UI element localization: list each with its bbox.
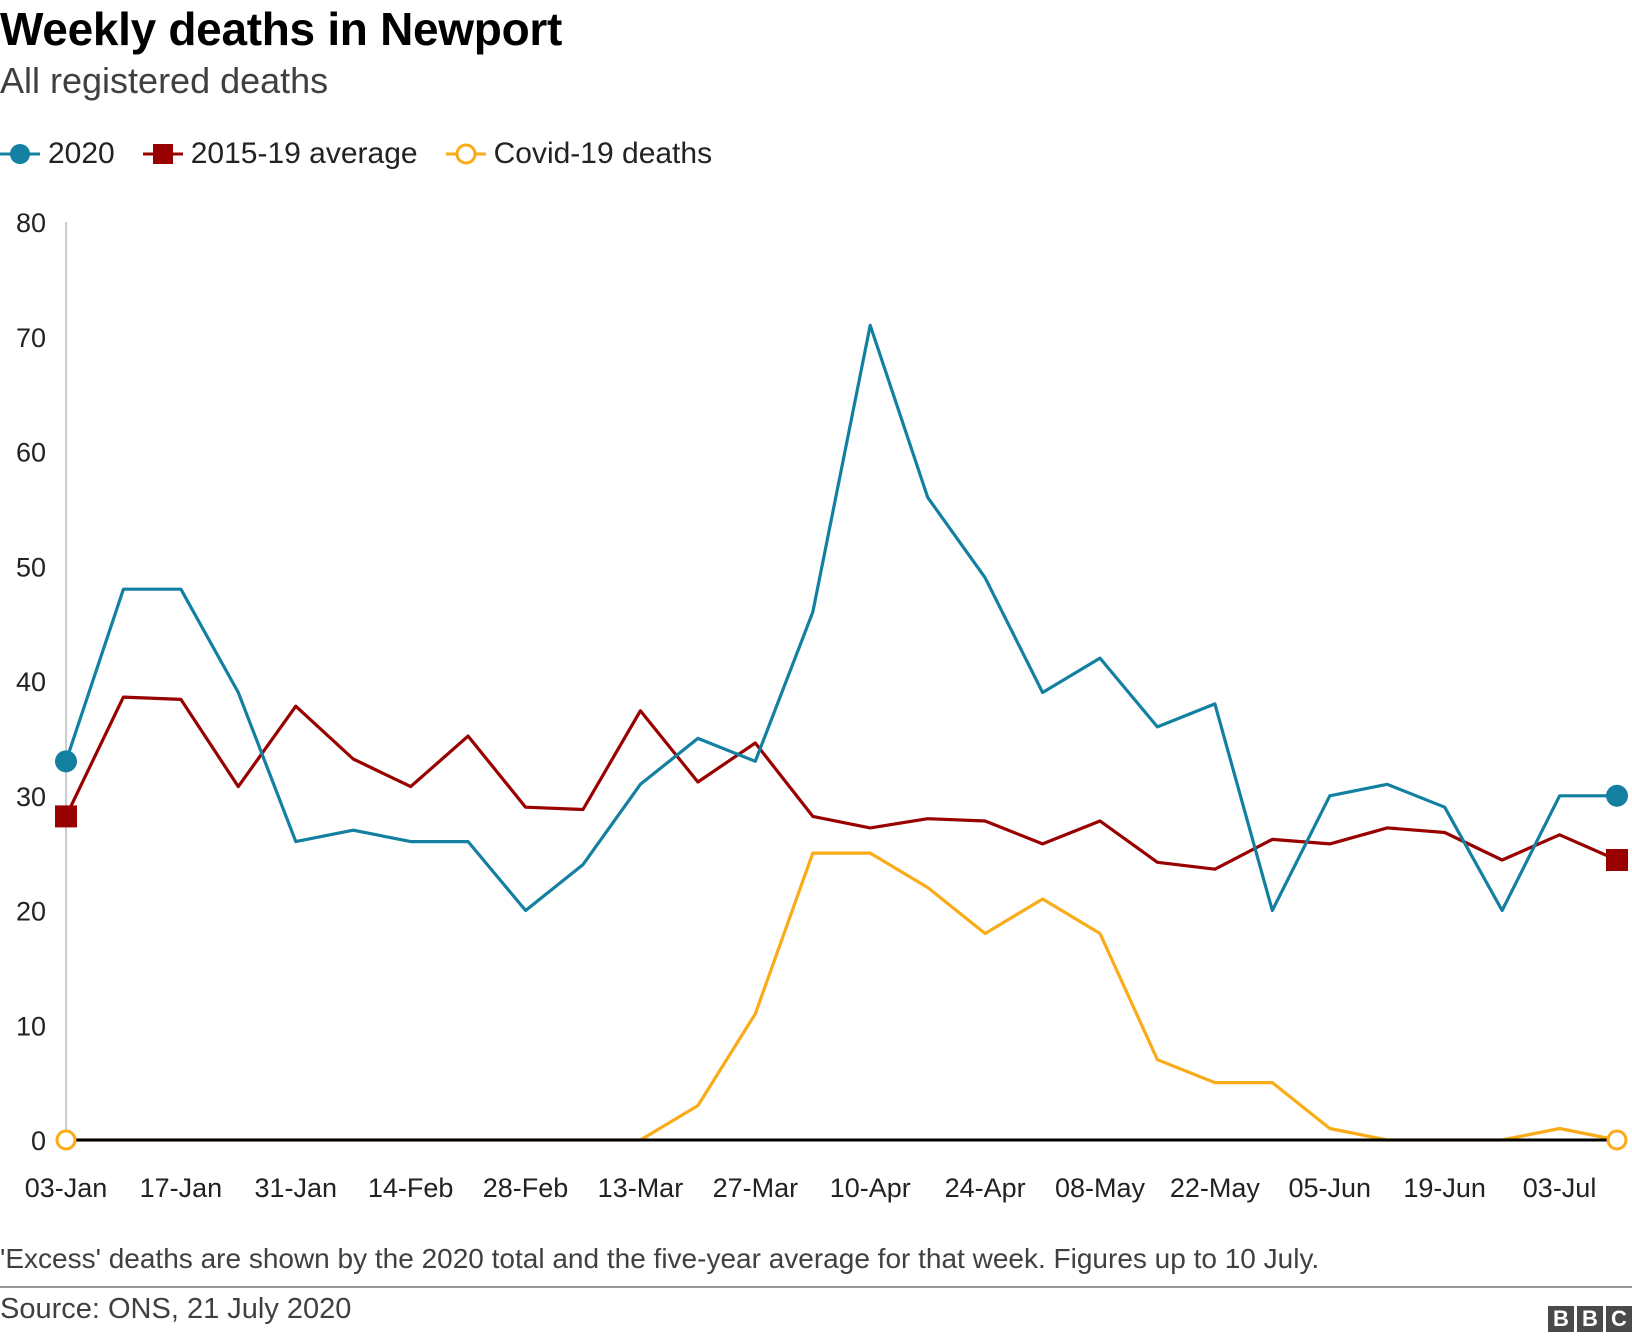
line-chart: 0 10 20 30 40 50 60 70 80 03-Jan 17-Jan 31-Jan 14-Fe… [16, 208, 1628, 1203]
legend-item-average: 2015-19 average [142, 137, 418, 171]
y-tick-label: 20 [16, 897, 46, 927]
y-tick-label: 50 [16, 552, 46, 582]
legend-item-covid: Covid-19 deaths [445, 137, 713, 171]
square-marker-icon [142, 144, 183, 164]
y-tick-label: 60 [16, 438, 46, 468]
source-text: Source: ONS, 21 July 2020 [0, 1293, 352, 1325]
x-tick-label: 27-Mar [713, 1173, 799, 1203]
y-tick-label: 40 [16, 667, 46, 697]
logo-letter: B [1577, 1306, 1603, 1332]
series-marker-start [55, 805, 77, 828]
y-tick-label: 10 [16, 1011, 46, 1041]
series-marker-start [55, 750, 77, 773]
legend: 2020 2015-19 average Covid-19 deaths [0, 134, 740, 174]
footer-divider [0, 1286, 1632, 1288]
x-tick-label: 13-Mar [598, 1173, 684, 1203]
x-tick-label: 31-Jan [254, 1173, 337, 1203]
x-tick-label: 05-Jun [1288, 1173, 1371, 1203]
legend-label-average: 2015-19 average [190, 137, 418, 170]
y-tick-label: 30 [16, 782, 46, 812]
logo-letter: C [1606, 1306, 1632, 1332]
y-tick-label: 0 [31, 1126, 46, 1156]
series-line [64, 851, 1619, 1142]
chart-subtitle: All registered deaths [0, 60, 329, 101]
x-tick-label: 28-Feb [483, 1173, 569, 1203]
x-tick-label: 10-Apr [830, 1173, 911, 1203]
chart-note: 'Excess' deaths are shown by the 2020 to… [0, 1243, 1320, 1274]
chart-title: Weekly deaths in Newport [0, 3, 562, 55]
x-tick-label: 03-Jan [25, 1173, 108, 1203]
legend-item-2020: 2020 [0, 137, 115, 171]
circle-marker-icon [0, 144, 40, 164]
legend-label-covid: Covid-19 deaths [493, 137, 713, 170]
series-marker-end [1606, 784, 1628, 807]
x-tick-label: 03-Jul [1523, 1173, 1597, 1203]
hollow-circle-marker-icon [445, 143, 486, 165]
y-tick-label: 80 [16, 208, 46, 238]
series-marker-start [55, 1129, 77, 1151]
logo-letter: B [1548, 1306, 1574, 1332]
bbc-logo: B B C [1545, 1306, 1632, 1332]
series-line [64, 323, 1619, 913]
x-tick-label: 17-Jan [140, 1173, 223, 1203]
series-marker-end [1606, 1129, 1628, 1151]
x-tick-label: 22-May [1170, 1173, 1261, 1203]
x-tick-label: 24-Apr [945, 1173, 1026, 1203]
y-tick-label: 70 [16, 323, 46, 353]
series-line [64, 695, 1619, 871]
legend-label-2020: 2020 [48, 137, 115, 170]
x-tick-label: 19-Jun [1403, 1173, 1486, 1203]
series-marker-end [1606, 849, 1628, 872]
x-tick-label: 08-May [1055, 1173, 1146, 1203]
x-tick-label: 14-Feb [368, 1173, 454, 1203]
